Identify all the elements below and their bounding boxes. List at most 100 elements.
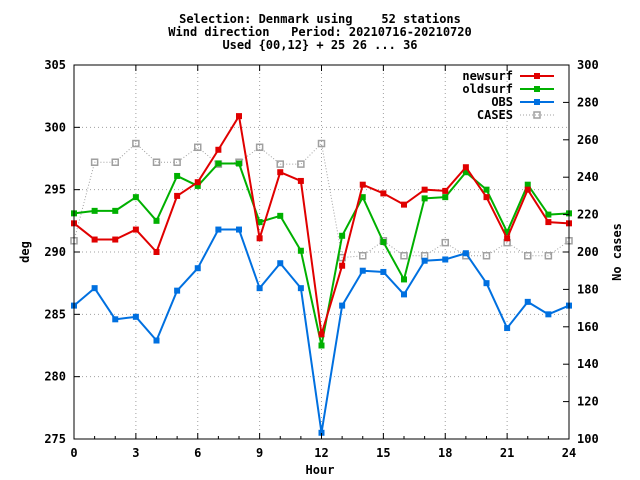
data-point: [380, 190, 387, 197]
y-tick-label: 285: [44, 307, 66, 321]
y2-tick-label: 300: [577, 58, 599, 72]
data-point: [359, 251, 367, 260]
legend-swatch-marker: [534, 86, 540, 92]
x-axis-label: Hour: [306, 463, 335, 477]
data-point: [339, 262, 346, 269]
x-tick-label: 9: [256, 446, 263, 460]
data-point: [524, 186, 531, 193]
data-point: [111, 158, 119, 166]
data-point: [441, 238, 449, 247]
data-point: [462, 164, 469, 171]
y2-tick-label: 280: [577, 95, 599, 109]
data-point: [215, 160, 222, 167]
data-point: [421, 195, 428, 202]
y2-tick-label: 160: [577, 320, 599, 334]
data-point: [236, 160, 242, 167]
data-point: [236, 226, 242, 233]
data-point: [297, 160, 305, 168]
data-point: [545, 311, 552, 318]
data-point: [256, 285, 263, 292]
data-point: [359, 181, 366, 188]
data-point: [318, 342, 325, 349]
data-point: [112, 316, 119, 323]
data-point: [255, 143, 264, 152]
data-point: [359, 194, 366, 201]
data-point: [421, 257, 428, 264]
data-point: [462, 250, 469, 257]
data-point: [442, 194, 449, 201]
data-point: [132, 226, 139, 233]
y2-axis-label: No cases: [610, 223, 624, 281]
x-tick-label: 24: [562, 446, 576, 460]
y-tick-label: 280: [44, 370, 66, 384]
data-point: [277, 212, 284, 219]
data-point: [544, 251, 553, 260]
data-point: [482, 251, 491, 260]
y2-tick-label: 100: [577, 432, 599, 446]
data-point: [339, 232, 346, 239]
data-point: [545, 211, 552, 218]
x-tick-label: 18: [438, 446, 452, 460]
x-axis-ticks: 0 3 6 9 12 15 18 21 24: [70, 65, 576, 460]
data-point: [215, 226, 222, 233]
data-point: [132, 313, 139, 320]
legend-swatch-marker: [534, 99, 540, 105]
data-point: [359, 267, 366, 274]
data-point: [483, 194, 490, 201]
data-point: [132, 139, 140, 148]
data-point: [256, 235, 263, 242]
y2-tick-label: 260: [577, 133, 599, 147]
data-point: [153, 217, 160, 224]
data-point: [277, 169, 284, 176]
data-point: [112, 236, 119, 243]
y2-tick-label: 240: [577, 170, 599, 184]
series-line: [73, 142, 570, 259]
y2-tick-label: 140: [577, 357, 599, 371]
legend-item-obs: OBS: [491, 95, 554, 109]
data-point: [401, 291, 407, 298]
data-point: [174, 172, 181, 179]
data-point: [174, 192, 181, 199]
data-point: [91, 285, 98, 292]
title-line-2: Wind direction Period: 20210716-20210720: [168, 25, 471, 39]
data-point: [132, 194, 139, 201]
legend-label: oldsurf: [462, 82, 513, 96]
data-point: [173, 158, 181, 166]
x-tick-label: 15: [376, 446, 390, 460]
data-point: [318, 331, 325, 338]
legend-item-newsurf: newsurf: [462, 69, 554, 83]
title-line-1: Selection: Denmark using 52 stations: [179, 12, 461, 26]
data-point: [194, 182, 201, 189]
y-tick-label: 305: [44, 58, 66, 72]
x-tick-label: 0: [70, 446, 77, 460]
y-tick-label: 300: [44, 120, 66, 134]
data-point: [524, 181, 531, 188]
data-point: [318, 429, 325, 436]
legend-label: CASES: [477, 108, 513, 122]
data-point: [256, 219, 263, 226]
data-point: [483, 280, 490, 287]
y2-tick-label: 180: [577, 282, 599, 296]
data-point: [174, 287, 181, 294]
legend-swatch-marker: [533, 111, 541, 119]
data-point: [276, 160, 284, 168]
data-point: [442, 256, 449, 263]
y2-axis-ticks: 100 120 140 160 180 200 220 240 260 280 300: [563, 58, 599, 446]
x-tick-label: 3: [132, 446, 139, 460]
y-tick-label: 290: [44, 245, 66, 259]
data-point: [462, 169, 469, 176]
data-point: [277, 260, 284, 267]
series-oldsurf: [71, 160, 572, 349]
x-tick-label: 6: [194, 446, 201, 460]
legend-label: OBS: [491, 95, 513, 109]
data-point: [504, 229, 511, 236]
legend-swatch-marker: [534, 73, 540, 79]
data-point: [524, 251, 532, 260]
x-tick-label: 21: [500, 446, 514, 460]
title-line-3: Used {00,12} + 25 26 ... 36: [222, 38, 417, 52]
data-point: [112, 207, 119, 214]
data-point: [90, 158, 99, 166]
data-point: [524, 298, 531, 305]
data-point: [297, 177, 304, 184]
